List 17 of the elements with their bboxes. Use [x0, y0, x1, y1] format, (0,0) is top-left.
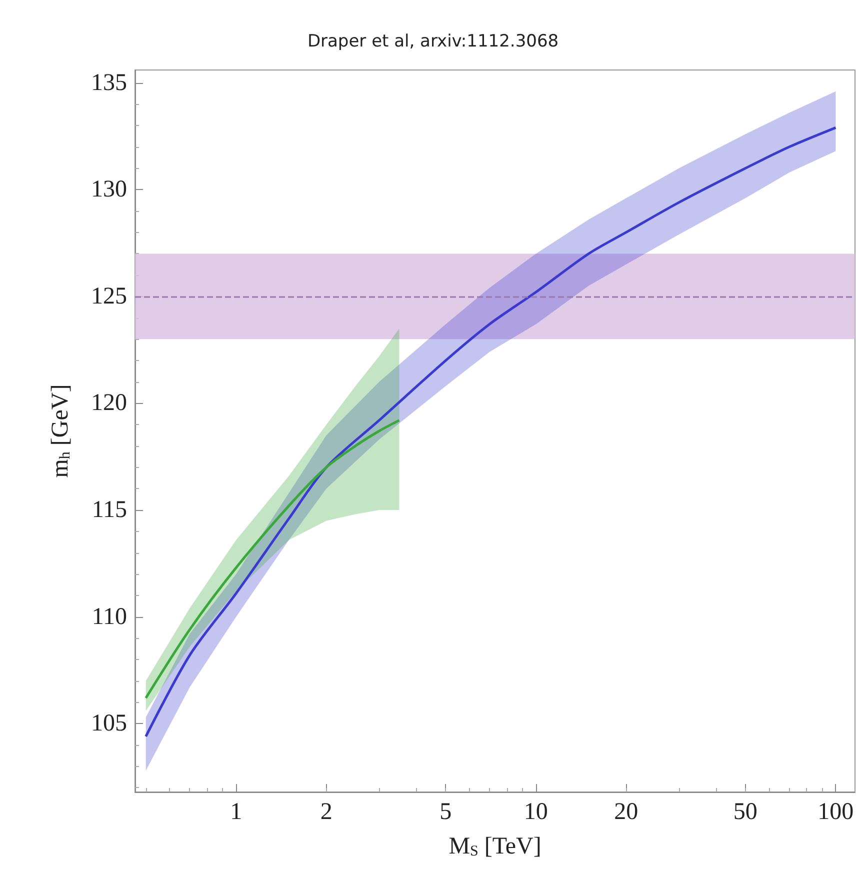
- y-tick-label: 125: [91, 283, 127, 310]
- chart-title: Draper et al, arxiv:1112.3068: [307, 32, 559, 52]
- y-tick-label: 135: [91, 70, 127, 96]
- y-tick-label: 105: [91, 710, 127, 737]
- x-tick-label: 2: [320, 799, 332, 825]
- y-tick-label: 115: [92, 497, 127, 524]
- y-tick-label: 130: [91, 176, 127, 203]
- x-tick-label: 50: [733, 799, 758, 825]
- x-axis-title: MS [TeV]: [448, 834, 542, 860]
- x-tick-label: 100: [818, 799, 854, 825]
- x-tick-label: 5: [440, 799, 452, 825]
- x-tick-label: 1: [230, 799, 242, 825]
- y-axis-title: mh [GeV]: [48, 384, 74, 478]
- y-tick-label: 120: [91, 390, 127, 416]
- x-tick-label: 10: [524, 799, 548, 825]
- y-tick-label: 110: [92, 604, 127, 630]
- x-tick-label: 20: [614, 799, 638, 825]
